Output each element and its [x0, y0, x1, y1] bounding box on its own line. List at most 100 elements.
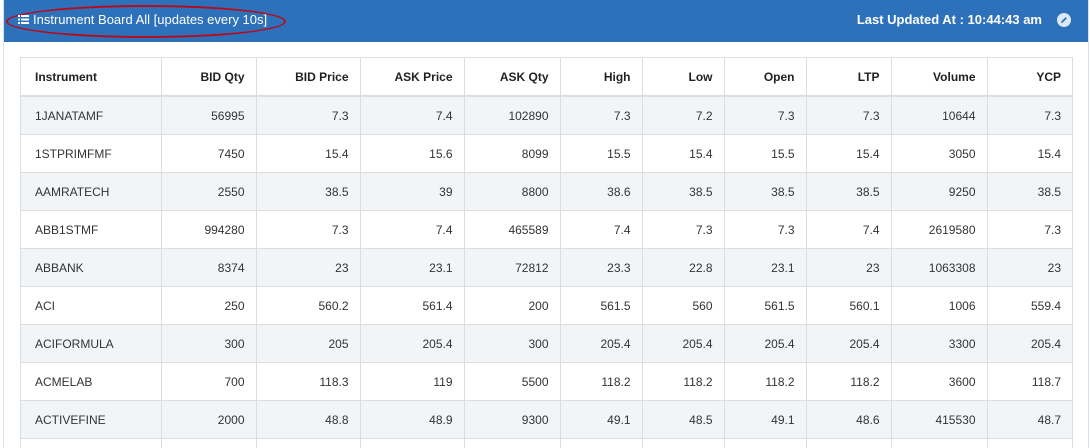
empty-cell [464, 438, 561, 448]
table-header-row: Instrument BID Qty BID Price ASK Price A… [21, 58, 1072, 97]
table-cell: 22.8 [642, 248, 725, 287]
table-cell: 560.2 [256, 286, 361, 325]
instrument-name-cell: ABB1STMF [21, 210, 162, 249]
partial-table-row [21, 438, 1072, 448]
panel-header: Instrument Board All [updates every 10s]… [4, 0, 1088, 42]
empty-cell [360, 438, 465, 448]
table-cell: 7.4 [360, 96, 465, 135]
table-cell: 38.5 [642, 172, 725, 211]
table-cell: 8374 [161, 248, 257, 287]
table-cell: 1006 [891, 286, 988, 325]
table-row[interactable]: ABBANK 8374 23 23.1 72812 23.3 22.8 23.1 23 10633… [21, 248, 1072, 287]
column-header-instrument[interactable]: Instrument [21, 58, 162, 97]
table-cell: 5500 [464, 362, 561, 401]
table-cell: 15.5 [560, 134, 643, 173]
table-cell: 560.1 [806, 286, 892, 325]
table-cell: 23.3 [560, 248, 643, 287]
table-cell: 48.9 [360, 400, 465, 439]
instrument-name-cell: ABBANK [21, 248, 162, 287]
table-cell: 118.2 [806, 362, 892, 401]
table-cell: 49.1 [724, 400, 807, 439]
table-cell: 205.4 [360, 324, 465, 363]
column-header-volume[interactable]: Volume [891, 58, 988, 97]
empty-cell [724, 438, 807, 448]
table-cell: 415530 [891, 400, 988, 439]
table-row[interactable]: 1JANATAMF 56995 7.3 7.4 102890 7.3 7.2 7.3 7.3 10… [21, 96, 1072, 135]
table-cell: 10644 [891, 96, 988, 135]
table-cell: 7.3 [987, 210, 1072, 249]
table-row[interactable]: ACI 250 560.2 561.4 200 561.5 560 561.5 560.1 100… [21, 286, 1072, 325]
table-cell: 205 [256, 324, 361, 363]
table-row[interactable]: ACIFORMULA 300 205 205.4 300 205.4 205.4 205.4 2… [21, 324, 1072, 363]
table-cell: 9300 [464, 400, 561, 439]
instrument-board-panel: Instrument Board All [updates every 10s]… [3, 0, 1089, 448]
table-cell: 38.6 [560, 172, 643, 211]
table-cell: 38.5 [256, 172, 361, 211]
column-header-open[interactable]: Open [724, 58, 807, 97]
table-cell: 561.4 [360, 286, 465, 325]
table-cell: 300 [161, 324, 257, 363]
table-cell: 38.5 [724, 172, 807, 211]
table-cell: 38.5 [806, 172, 892, 211]
title-highlight-ellipse [6, 5, 286, 38]
empty-cell [642, 438, 725, 448]
table-cell: 8800 [464, 172, 561, 211]
table-cell: 23.1 [724, 248, 807, 287]
table-cell: 15.4 [806, 134, 892, 173]
table-cell: 48.6 [806, 400, 892, 439]
table-row[interactable]: ACTIVEFINE 2000 48.8 48.9 9300 49.1 48.5 49.1 48… [21, 400, 1072, 439]
instrument-name-cell: ACMELAB [21, 362, 162, 401]
table-cell: 700 [161, 362, 257, 401]
table-row[interactable]: ACMELAB 700 118.3 119 5500 118.2 118.2 118.2 118… [21, 362, 1072, 401]
empty-cell [891, 438, 988, 448]
instrument-name-cell: ACI [21, 286, 162, 325]
pencil-icon[interactable] [1057, 13, 1071, 27]
instrument-name-cell: ACTIVEFINE [21, 400, 162, 439]
column-header-ltp[interactable]: LTP [806, 58, 892, 97]
table-cell: 48.5 [642, 400, 725, 439]
column-header-ycp[interactable]: YCP [987, 58, 1072, 97]
table-cell: 7450 [161, 134, 257, 173]
table-cell: 7.3 [724, 96, 807, 135]
table-cell: 2550 [161, 172, 257, 211]
table-cell: 3050 [891, 134, 988, 173]
table-cell: 205.4 [724, 324, 807, 363]
column-header-ask-qty[interactable]: ASK Qty [464, 58, 561, 97]
table-cell: 7.3 [560, 96, 643, 135]
table-cell: 7.4 [560, 210, 643, 249]
empty-cell [256, 438, 361, 448]
table-row[interactable]: 1STPRIMFMF 7450 15.4 15.6 8099 15.5 15.4 15.5 15… [21, 134, 1072, 173]
table-cell: 3600 [891, 362, 988, 401]
empty-cell [21, 438, 162, 448]
column-header-bid-qty[interactable]: BID Qty [161, 58, 257, 97]
table-cell: 39 [360, 172, 465, 211]
table-cell: 465589 [464, 210, 561, 249]
empty-cell [987, 438, 1072, 448]
instrument-name-cell: AAMRATECH [21, 172, 162, 211]
last-updated-text: Last Updated At : 10:44:43 am [856, 12, 1042, 27]
table-cell: 23.1 [360, 248, 465, 287]
table-cell: 200 [464, 286, 561, 325]
table-cell: 15.6 [360, 134, 465, 173]
table-cell: 2000 [161, 400, 257, 439]
table-cell: 48.7 [987, 400, 1072, 439]
table-cell: 3300 [891, 324, 988, 363]
column-header-high[interactable]: High [560, 58, 643, 97]
table-cell: 15.4 [256, 134, 361, 173]
table-cell: 7.3 [642, 210, 725, 249]
table-cell: 49.1 [560, 400, 643, 439]
empty-cell [806, 438, 892, 448]
table-cell: 72812 [464, 248, 561, 287]
instrument-name-cell: ACIFORMULA [21, 324, 162, 363]
table-row[interactable]: ABB1STMF 994280 7.3 7.4 465589 7.4 7.3 7.3 7.4 26… [21, 210, 1072, 249]
column-header-bid-price[interactable]: BID Price [256, 58, 361, 97]
table-row[interactable]: AAMRATECH 2550 38.5 39 8800 38.6 38.5 38.5 38.5 9… [21, 172, 1072, 211]
table-cell: 118.2 [642, 362, 725, 401]
column-header-ask-price[interactable]: ASK Price [360, 58, 465, 97]
instrument-table: Instrument BID Qty BID Price ASK Price A… [21, 58, 1072, 448]
instrument-name-cell: 1STPRIMFMF [21, 134, 162, 173]
table-cell: 9250 [891, 172, 988, 211]
column-header-low[interactable]: Low [642, 58, 725, 97]
table-cell: 205.4 [642, 324, 725, 363]
table-cell: 7.3 [724, 210, 807, 249]
